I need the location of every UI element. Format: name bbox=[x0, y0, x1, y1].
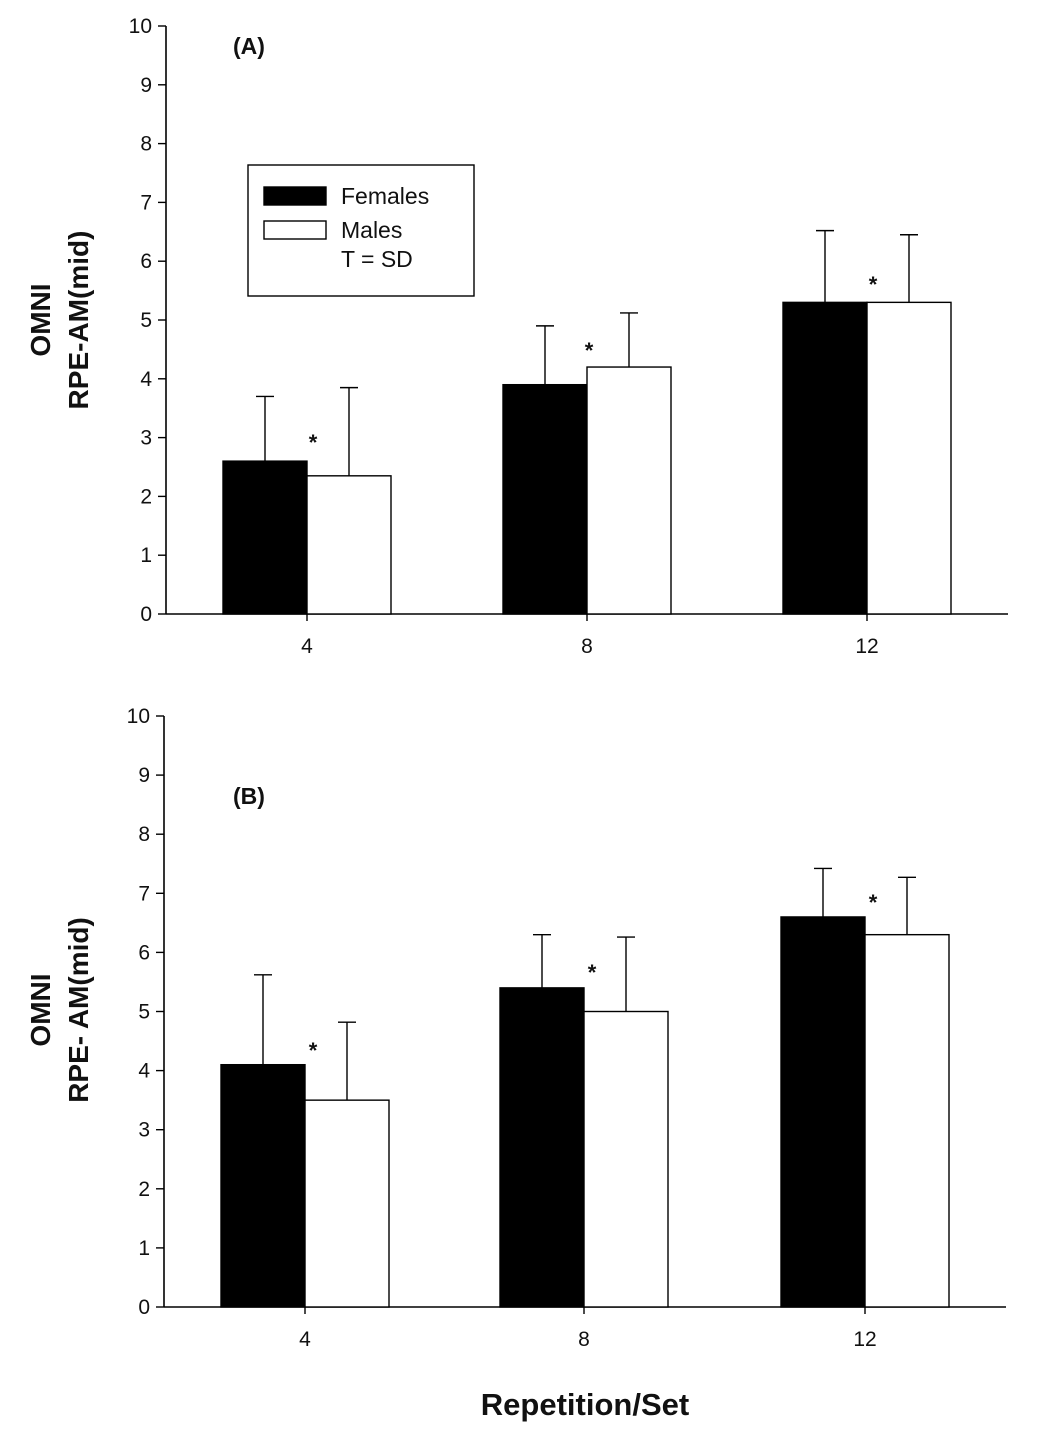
significance-marker: * bbox=[585, 338, 594, 363]
significance-marker: * bbox=[869, 890, 878, 915]
legend-note: T = SD bbox=[341, 246, 413, 272]
legend-swatch bbox=[263, 186, 327, 206]
x-tick-label: 8 bbox=[581, 635, 593, 658]
females-bar bbox=[222, 460, 308, 615]
x-tick-label: 12 bbox=[855, 635, 878, 658]
females-bar bbox=[499, 987, 585, 1308]
males-bar bbox=[583, 1010, 669, 1308]
significance-marker: * bbox=[588, 960, 597, 985]
y-tick-label: 4 bbox=[138, 1060, 150, 1083]
females-bar bbox=[782, 301, 868, 615]
y-tick-label: 10 bbox=[127, 705, 150, 728]
y-tick-label: 9 bbox=[140, 74, 152, 97]
y-axis-label: RPE-AM(mid) bbox=[63, 231, 94, 410]
y-tick-label: 0 bbox=[138, 1296, 150, 1319]
significance-marker: * bbox=[869, 272, 878, 297]
legend-label: Males bbox=[341, 217, 402, 243]
y-tick-label: 10 bbox=[129, 15, 152, 38]
x-tick-label: 8 bbox=[578, 1328, 590, 1351]
legend-label: Females bbox=[341, 183, 429, 209]
y-tick-label: 8 bbox=[140, 133, 152, 156]
y-tick-label: 3 bbox=[140, 427, 152, 450]
y-axis-label: OMNI bbox=[25, 973, 56, 1046]
y-axis-label: RPE- AM(mid) bbox=[63, 917, 94, 1103]
y-tick-label: 3 bbox=[138, 1119, 150, 1142]
males-bar bbox=[864, 933, 950, 1308]
males-bar bbox=[866, 301, 952, 615]
females-bar bbox=[780, 916, 866, 1308]
y-tick-label: 0 bbox=[140, 603, 152, 626]
x-tick-label: 4 bbox=[301, 635, 313, 658]
y-tick-label: 8 bbox=[138, 823, 150, 846]
y-tick-label: 2 bbox=[140, 485, 152, 508]
y-tick-label: 6 bbox=[138, 941, 150, 964]
y-tick-label: 9 bbox=[138, 764, 150, 787]
x-tick-label: 12 bbox=[853, 1328, 876, 1351]
significance-marker: * bbox=[309, 430, 318, 455]
y-tick-label: 1 bbox=[138, 1237, 150, 1260]
y-tick-label: 1 bbox=[140, 544, 152, 567]
legend-swatch bbox=[263, 220, 327, 240]
x-tick-label: 4 bbox=[299, 1328, 311, 1351]
y-tick-label: 7 bbox=[138, 882, 150, 905]
panel-label: (A) bbox=[233, 33, 265, 59]
females-bar bbox=[220, 1063, 306, 1308]
y-tick-label: 4 bbox=[140, 368, 152, 391]
y-axis-label: OMNI bbox=[25, 283, 56, 356]
y-tick-label: 5 bbox=[140, 309, 152, 332]
panel-label: (B) bbox=[233, 783, 265, 809]
x-axis-label: Repetition/Set bbox=[481, 1387, 689, 1422]
y-tick-label: 6 bbox=[140, 250, 152, 273]
y-tick-label: 7 bbox=[140, 191, 152, 214]
y-tick-label: 5 bbox=[138, 1001, 150, 1024]
males-bar bbox=[306, 475, 392, 615]
males-bar bbox=[304, 1099, 390, 1308]
y-tick-label: 2 bbox=[138, 1178, 150, 1201]
males-bar bbox=[586, 366, 672, 615]
females-bar bbox=[502, 383, 588, 615]
significance-marker: * bbox=[309, 1038, 318, 1063]
